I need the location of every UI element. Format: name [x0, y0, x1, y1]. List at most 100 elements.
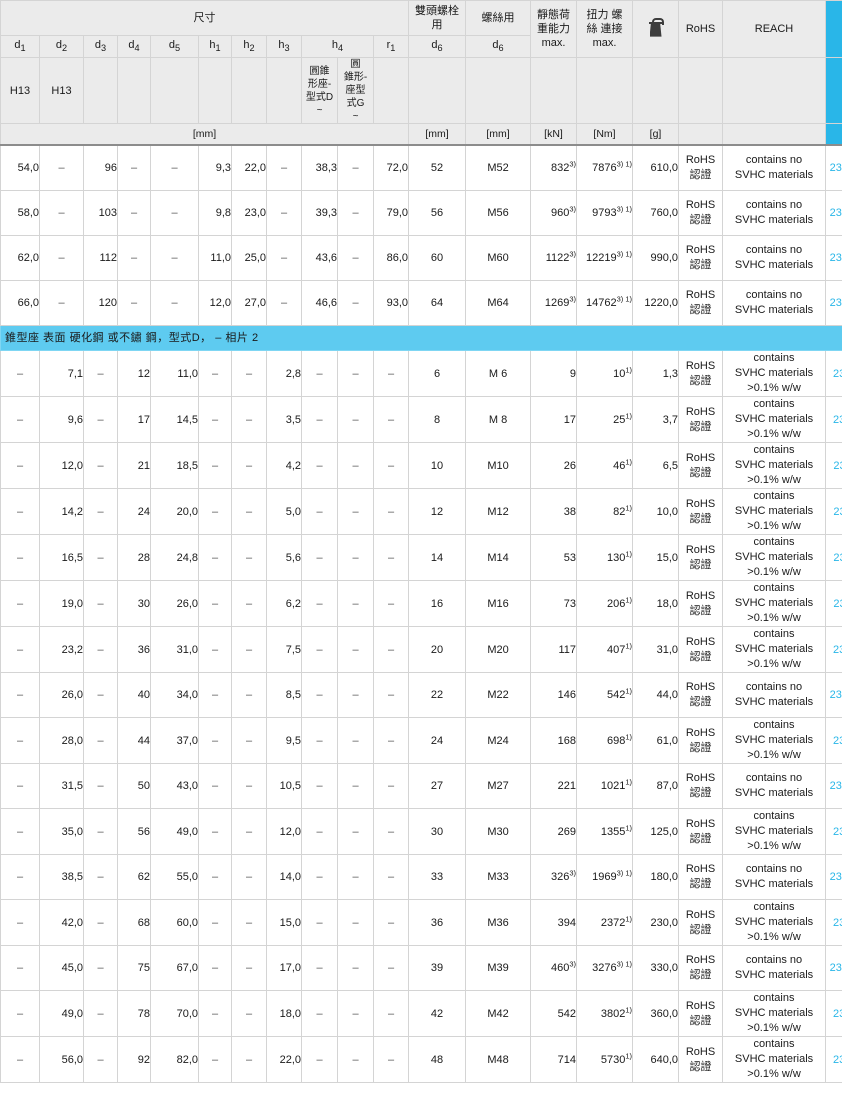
section-divider-body: 錐型座 表面 硬化鋼 或不鏽 鋼，型式D， – 相片 2: [0, 325, 842, 352]
tol-part: [825, 57, 842, 125]
cell-part-number[interactable]: 23050.01392): [825, 945, 842, 992]
cell-d3: 112: [83, 235, 118, 282]
cell-weight: 760,0: [632, 190, 680, 237]
col-d4: d4: [117, 34, 151, 59]
footnote-marker: 1): [625, 732, 633, 742]
col-d5-sub: 5: [175, 43, 181, 54]
part-number-link[interactable]: 23050.0133: [829, 871, 842, 884]
cell-screw-d6: M48: [465, 1036, 532, 1084]
cell-part-number[interactable]: 23050.01222): [825, 672, 842, 719]
h4d-line-2: 形座-: [307, 78, 332, 90]
cell-h1: –: [198, 717, 232, 765]
cell-part-number[interactable]: 23050.00522): [825, 144, 842, 192]
cell-screw-d6: M10: [465, 442, 532, 490]
cell-r1: 79,0: [372, 190, 410, 237]
cell-weight: 1220,0: [632, 280, 680, 327]
cell-d1: 58,0: [0, 190, 40, 237]
cell-h4-type-d: 39,3: [301, 190, 338, 237]
cell-static-load: 269: [530, 808, 578, 856]
cell-weight: 3,7: [632, 396, 680, 444]
cell-part-number[interactable]: 23050.0120: [825, 626, 842, 674]
cell-rohs: RoHS 認證: [678, 763, 724, 810]
table-row: –42,0–68 60,0– –15,0– – –36 M36 394 23721) 230,0…: [0, 899, 842, 947]
part-number-link[interactable]: 23050.0120: [832, 643, 842, 656]
cell-weight: 640,0: [632, 1036, 680, 1084]
cell-d5: 43,0: [150, 763, 199, 810]
cell-d1: –: [0, 396, 40, 444]
part-number-link[interactable]: 23050.0142: [832, 1007, 842, 1020]
cell-part-number[interactable]: 23050.0114: [825, 534, 842, 582]
cell-h4-type-d: –: [301, 488, 338, 536]
part-number-link[interactable]: 23050.0124: [832, 734, 842, 747]
cell-h4-type-d: –: [301, 396, 338, 444]
cell-rohs: RoHS 認證: [678, 488, 724, 536]
part-number-link[interactable]: 23050.0108: [832, 413, 842, 426]
part-number-link[interactable]: 23050.0130: [832, 825, 842, 838]
col-r1: r1: [372, 34, 410, 59]
part-number-link[interactable]: 23050.0148: [832, 1053, 842, 1066]
cell-torque: 6981): [576, 717, 634, 765]
cell-d4: 62: [117, 854, 151, 901]
h4d-line-3: 型式D: [305, 91, 334, 103]
cell-d3: –: [83, 808, 118, 856]
part-number-link[interactable]: 23050.0110: [833, 459, 842, 472]
cell-d1: –: [0, 945, 40, 992]
cell-d2: 45,0: [39, 945, 84, 992]
footnote-marker: 1): [625, 503, 633, 513]
cell-part-number[interactable]: 23050.0108: [825, 396, 842, 444]
cell-screw-d6: M36: [465, 899, 532, 947]
cell-part-number[interactable]: 23050.01332): [825, 854, 842, 901]
cell-h2: –: [231, 899, 267, 947]
cell-part-number[interactable]: 23050.0130: [825, 808, 842, 856]
cell-rohs: RoHS 認證: [678, 144, 724, 192]
group-torque: 扭力 螺 絲 連接 max.: [576, 0, 634, 59]
cell-h2: –: [231, 350, 267, 398]
cell-h4-type-d: –: [301, 350, 338, 398]
footnote-marker: 1): [625, 1005, 633, 1015]
cell-rohs: RoHS 認證: [678, 717, 724, 765]
part-number-link[interactable]: 23050.0064: [829, 297, 842, 310]
cell-part-number[interactable]: 23050.00642): [825, 280, 842, 327]
cell-part-number[interactable]: 23050.0136: [825, 899, 842, 947]
footnote-marker: 3): [569, 204, 577, 214]
cell-part-number[interactable]: 23050.00562): [825, 190, 842, 237]
cell-h3: 10,5: [266, 763, 302, 810]
cell-part-number[interactable]: 23050.0124: [825, 717, 842, 765]
footnote-marker: 3): [569, 868, 577, 878]
cell-part-number[interactable]: 23050.0106: [825, 350, 842, 398]
part-number-link[interactable]: 23050.0052: [829, 162, 842, 175]
cell-h1: –: [198, 534, 232, 582]
footnote-marker: 3) 1): [616, 249, 633, 259]
cell-d1: –: [0, 763, 40, 810]
cell-part-number[interactable]: 23050.01272): [825, 763, 842, 810]
cell-d2: 42,0: [39, 899, 84, 947]
cell-part-number[interactable]: 23050.0148: [825, 1036, 842, 1084]
cell-r1: –: [372, 672, 410, 719]
part-number-link[interactable]: 23050.0139: [829, 962, 842, 975]
cell-part-number[interactable]: 23050.00602): [825, 235, 842, 282]
cell-part-number[interactable]: 23050.0142: [825, 990, 842, 1038]
part-number-link[interactable]: 23050.0136: [832, 916, 842, 929]
part-number-link[interactable]: 23050.0114: [833, 551, 842, 564]
cell-part-number[interactable]: 23050.0116: [825, 580, 842, 628]
cell-static-load: 168: [530, 717, 578, 765]
cell-reach: contains no SVHC materials: [722, 235, 827, 282]
part-number-link[interactable]: 23050.0060: [829, 252, 842, 265]
cell-reach: contains SVHC materials >0.1% w/w: [722, 396, 827, 444]
cell-h4-type-g: –: [337, 534, 374, 582]
part-number-link[interactable]: 23050.0127: [829, 780, 842, 793]
cell-part-number[interactable]: 23050.0110: [825, 442, 842, 490]
part-number-link[interactable]: 23050.0056: [829, 207, 842, 220]
part-number-link[interactable]: 23050.0122: [829, 689, 842, 702]
cell-bolt-d6: 27: [408, 763, 467, 810]
cell-d5: 55,0: [150, 854, 199, 901]
cell-d3: –: [83, 534, 118, 582]
part-number-link[interactable]: 23050.0106: [832, 367, 842, 380]
part-number-link[interactable]: 23050.0116: [833, 597, 842, 610]
col-h4: h4: [301, 34, 374, 59]
cell-reach: contains no SVHC materials: [722, 190, 827, 237]
cell-r1: –: [372, 396, 410, 444]
tol-bolt: [408, 57, 467, 125]
